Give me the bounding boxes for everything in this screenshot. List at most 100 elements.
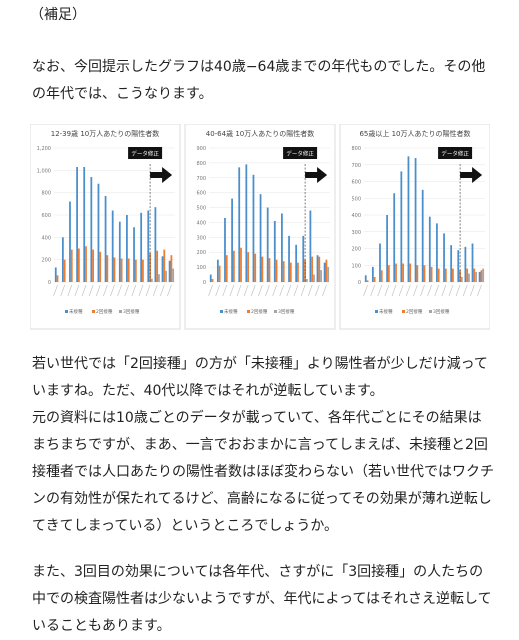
bar [366,280,369,282]
y-tick-label: 700 [351,163,361,169]
bar [297,262,299,282]
x-tick-label-placeholder [307,284,313,297]
x-tick-label-placeholder [222,284,228,297]
header: （補足） [30,7,86,23]
x-tick-label-placeholder [236,284,242,297]
x-tick-label-placeholder [279,284,285,297]
y-tick-label: 500 [196,206,206,212]
bar [444,268,447,282]
bar [161,256,164,282]
bar [111,210,114,282]
bar [482,268,485,282]
bar [421,189,424,282]
bar [428,216,431,282]
x-tick-label-placeholder [145,284,151,297]
bar [364,275,367,282]
chart-title: 40-64歳 10万人あたりの陽性者数 [206,129,314,138]
bar [282,261,285,282]
bar [323,262,326,282]
y-tick-label: 600 [196,191,206,197]
annotation: データ修正 [286,150,314,158]
x-tick-label-placeholder [370,284,375,297]
bar [452,268,454,282]
arrow [150,167,173,183]
bar [238,167,241,282]
bar [460,276,463,282]
y-tick-label: 600 [41,213,51,219]
y-tick-label: 900 [196,146,206,152]
bar [113,257,116,282]
arrow [460,167,483,183]
bar [172,268,175,282]
x-tick-label-placeholder [441,284,447,297]
legend-swatch [119,310,122,313]
legend-swatch [402,310,405,313]
bar [133,227,135,282]
annotation-box [128,147,163,159]
bar [140,212,143,282]
bar [380,270,383,282]
x-tick-label-placeholder [363,284,368,297]
x-tick-label-placeholder [74,284,80,297]
legend-swatch [429,310,432,313]
bar [224,217,226,282]
bar [295,244,298,282]
bar [478,271,481,282]
y-tick-label: 1,200 [37,146,51,152]
bar [450,245,453,282]
x-tick-label-placeholder [322,284,327,297]
x-tick-label-placeholder [131,284,137,297]
bar [311,256,314,282]
bar [266,207,269,282]
chart: 65歳以上 10万人あたりの陽性者数 0 100 200 300 400 500 600 700… [339,124,490,330]
x-tick-label-placeholder [293,284,299,297]
bar [231,198,233,282]
bar [289,262,292,282]
bar [150,278,153,282]
legend-swatch [220,310,223,313]
bar [252,174,255,282]
bar [163,249,166,282]
bar [211,279,214,282]
bar [309,210,312,282]
x-tick-label-placeholder [405,284,411,297]
x-tick-label-placeholder [81,284,87,297]
y-tick-label: 200 [351,247,361,253]
y-tick-label: 800 [41,191,51,197]
x-tick-label-placeholder [427,284,432,297]
y-tick-label: 700 [196,176,206,182]
x-tick-label-placeholder [434,284,440,297]
bar [165,270,167,282]
bar [436,223,438,282]
bar [316,255,319,282]
bar [320,270,322,282]
y-tick-label: 0 [358,280,361,286]
bar [76,166,78,282]
bar [313,274,315,282]
x-tick-label-placeholder [60,284,65,297]
chart: 12-39歳 10万人あたりの陽性者数 0 200 400 600 800 1,000 1,2… [30,124,181,330]
bar [288,235,290,282]
bar [168,260,171,282]
legend-label: 未接種 [69,308,83,315]
bar [373,276,376,282]
x-tick-label-placeholder [286,284,292,297]
bar [106,255,109,282]
annotation-box [438,147,473,159]
x-tick-label-placeholder [250,284,256,297]
bar [464,246,467,282]
x-tick-label-placeholder [117,284,122,297]
legend-label: 3回接種 [433,308,450,315]
x-tick-label-placeholder [448,284,454,297]
y-tick-label: 0 [48,280,51,286]
legend-swatch [65,310,68,313]
x-tick-label-placeholder [258,284,263,297]
y-tick-label: 300 [196,235,206,241]
bar [63,259,66,282]
bar [154,207,157,282]
bar [393,193,396,282]
charts: 12-39歳 10万人あたりの陽性者数 0 200 400 600 800 1,000 1,2… [30,124,490,330]
x-tick-label-placeholder [413,284,418,297]
bar [407,156,410,282]
bar [327,267,330,282]
